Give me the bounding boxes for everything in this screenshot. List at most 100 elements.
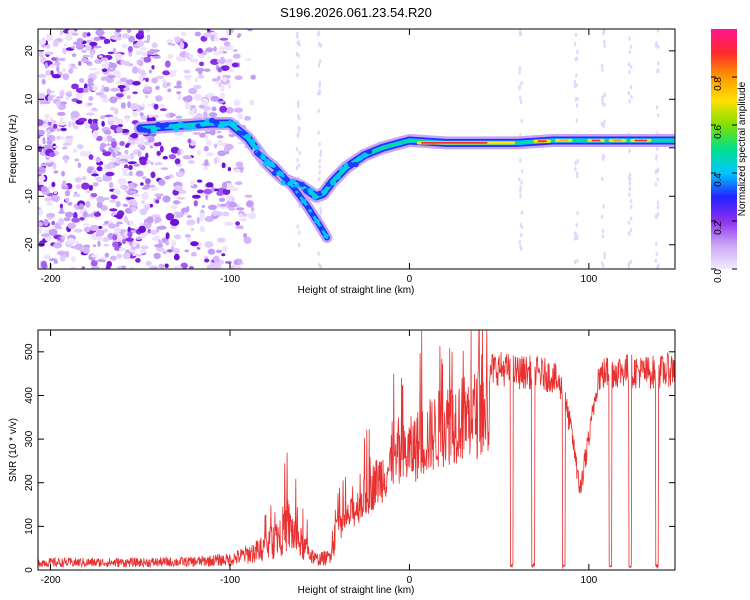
spectrogram-cell <box>217 67 223 73</box>
spectrogram-cell <box>117 85 126 89</box>
spectrogram-cell <box>38 209 44 216</box>
spectrogram-cell <box>115 80 121 85</box>
spectrogram-cell <box>65 135 74 140</box>
spectrogram-ridge-blob <box>249 139 256 145</box>
colorbar-tick-label: 0.2 <box>713 221 724 235</box>
spectrogram-cell <box>199 225 205 233</box>
x-tick-label: 100 <box>581 575 598 586</box>
spectrogram-cell <box>162 195 171 203</box>
spectrogram-streak-cell <box>295 147 299 152</box>
spectrogram-cell <box>56 135 61 140</box>
spectrogram-cell <box>127 46 133 53</box>
spectrogram-cell <box>189 58 199 63</box>
spectrogram-streak-cell <box>518 177 521 182</box>
spectrogram-cell <box>40 163 47 167</box>
spectrogram-cell <box>220 92 226 99</box>
spectrogram-cell <box>57 217 64 226</box>
spectrogram-cell <box>108 62 118 69</box>
spectrogram-cell <box>60 236 66 240</box>
spectrogram-cell <box>56 226 63 230</box>
snr-y-axis-label: SNR (10 * v/v) <box>8 418 19 482</box>
spectrogram-cell <box>38 145 43 153</box>
spectrogram-ridge-blob <box>213 120 220 126</box>
spectrogram-cell <box>81 266 86 269</box>
spectrogram-cell <box>150 161 154 166</box>
spectrogram-cell <box>61 234 68 237</box>
spectrogram-cell <box>159 145 164 153</box>
spectrogram-cell <box>193 200 198 207</box>
spectrogram-cell <box>68 120 72 128</box>
spectrogram-cell <box>192 194 201 199</box>
spectrogram-cell <box>92 130 99 136</box>
spectrogram-cell <box>73 228 83 233</box>
spectrogram-cell <box>139 46 147 51</box>
spectrogram-cell <box>138 225 147 233</box>
spectrogram-streak-cell <box>298 127 301 132</box>
spectrogram-cell <box>51 181 56 188</box>
spectrogram-cell <box>75 87 85 94</box>
x-tick-label: 0 <box>407 274 413 285</box>
spectrogram-cell <box>139 112 144 117</box>
spectrogram-cell <box>190 227 195 232</box>
spectrogram-cell <box>70 110 80 119</box>
spectrogram-cell <box>204 216 214 222</box>
spectrogram-cell <box>103 130 112 135</box>
spectrogram-branch-blob <box>309 211 316 217</box>
spectrogram-cell <box>135 258 141 263</box>
spectrogram-ridge-blob <box>168 123 175 129</box>
spectrogram-cell <box>207 248 216 255</box>
spectrogram-streak-cell <box>519 193 522 199</box>
spectrogram-cell <box>109 199 117 203</box>
spectrogram-cell <box>48 152 56 158</box>
spectrogram-cell <box>185 74 191 81</box>
spectrogram-cell <box>97 225 103 229</box>
spectrogram-cell <box>244 115 251 121</box>
spectrogram-cell <box>203 256 209 259</box>
spectrogram-cell <box>63 217 71 222</box>
spectrogram-cell <box>64 250 70 258</box>
spectrogram-cell <box>51 220 56 226</box>
spectrogram-cell <box>74 158 80 162</box>
spectrogram-cell <box>183 69 191 74</box>
spectrogram-cell <box>102 228 109 233</box>
spectrogram-cell <box>154 244 164 248</box>
spectrogram-cell <box>110 36 118 40</box>
spectrogram-cell <box>122 203 129 207</box>
spectrogram-ridge-blob <box>298 181 305 187</box>
spectrogram-cell <box>239 213 243 218</box>
spectrogram-cell <box>143 205 150 211</box>
spectrogram-ridge-blob <box>334 174 341 180</box>
spectrogram-streak-cell <box>519 244 522 249</box>
spectrogram-cell <box>70 245 79 249</box>
spectrogram-cell <box>198 74 205 79</box>
spectrogram-cell <box>123 90 127 95</box>
spectrogram-streak-cell <box>298 230 301 235</box>
spectrogram-cell <box>130 229 137 233</box>
spectrogram-cell <box>144 84 148 88</box>
spectrogram-streak-cell <box>601 176 604 182</box>
spectrogram-cell <box>228 83 231 89</box>
spectrogram-streak-cell <box>574 167 577 172</box>
spectrogram-cell <box>53 145 59 149</box>
spectrogram-streak-cell <box>655 241 658 246</box>
spectrogram-cell <box>198 104 205 109</box>
spectrogram-cell <box>51 57 57 61</box>
spectrogram-cell <box>184 234 191 238</box>
spectrogram-cell <box>151 42 158 48</box>
spectrogram-cell <box>123 215 129 223</box>
spectrogram-streak-cell <box>657 167 660 173</box>
spectrogram-cell <box>133 163 140 167</box>
spectrogram-streak-cell <box>576 174 579 179</box>
spectrogram-cell <box>109 96 118 104</box>
spectrogram-cell <box>158 263 165 269</box>
spectrogram-cell <box>118 247 126 252</box>
spectrogram-cell <box>146 160 151 164</box>
spectrogram-branch-blob <box>305 205 311 210</box>
spectrogram-ridge-blob <box>150 128 157 134</box>
spectrogram-cell <box>140 115 148 121</box>
spectrogram-streak-cell <box>573 231 577 236</box>
spectrogram-cell <box>110 106 115 111</box>
spectrogram-cell <box>202 105 211 112</box>
spectrogram-streak-cell <box>602 31 605 36</box>
spectrogram-cell <box>131 110 139 118</box>
